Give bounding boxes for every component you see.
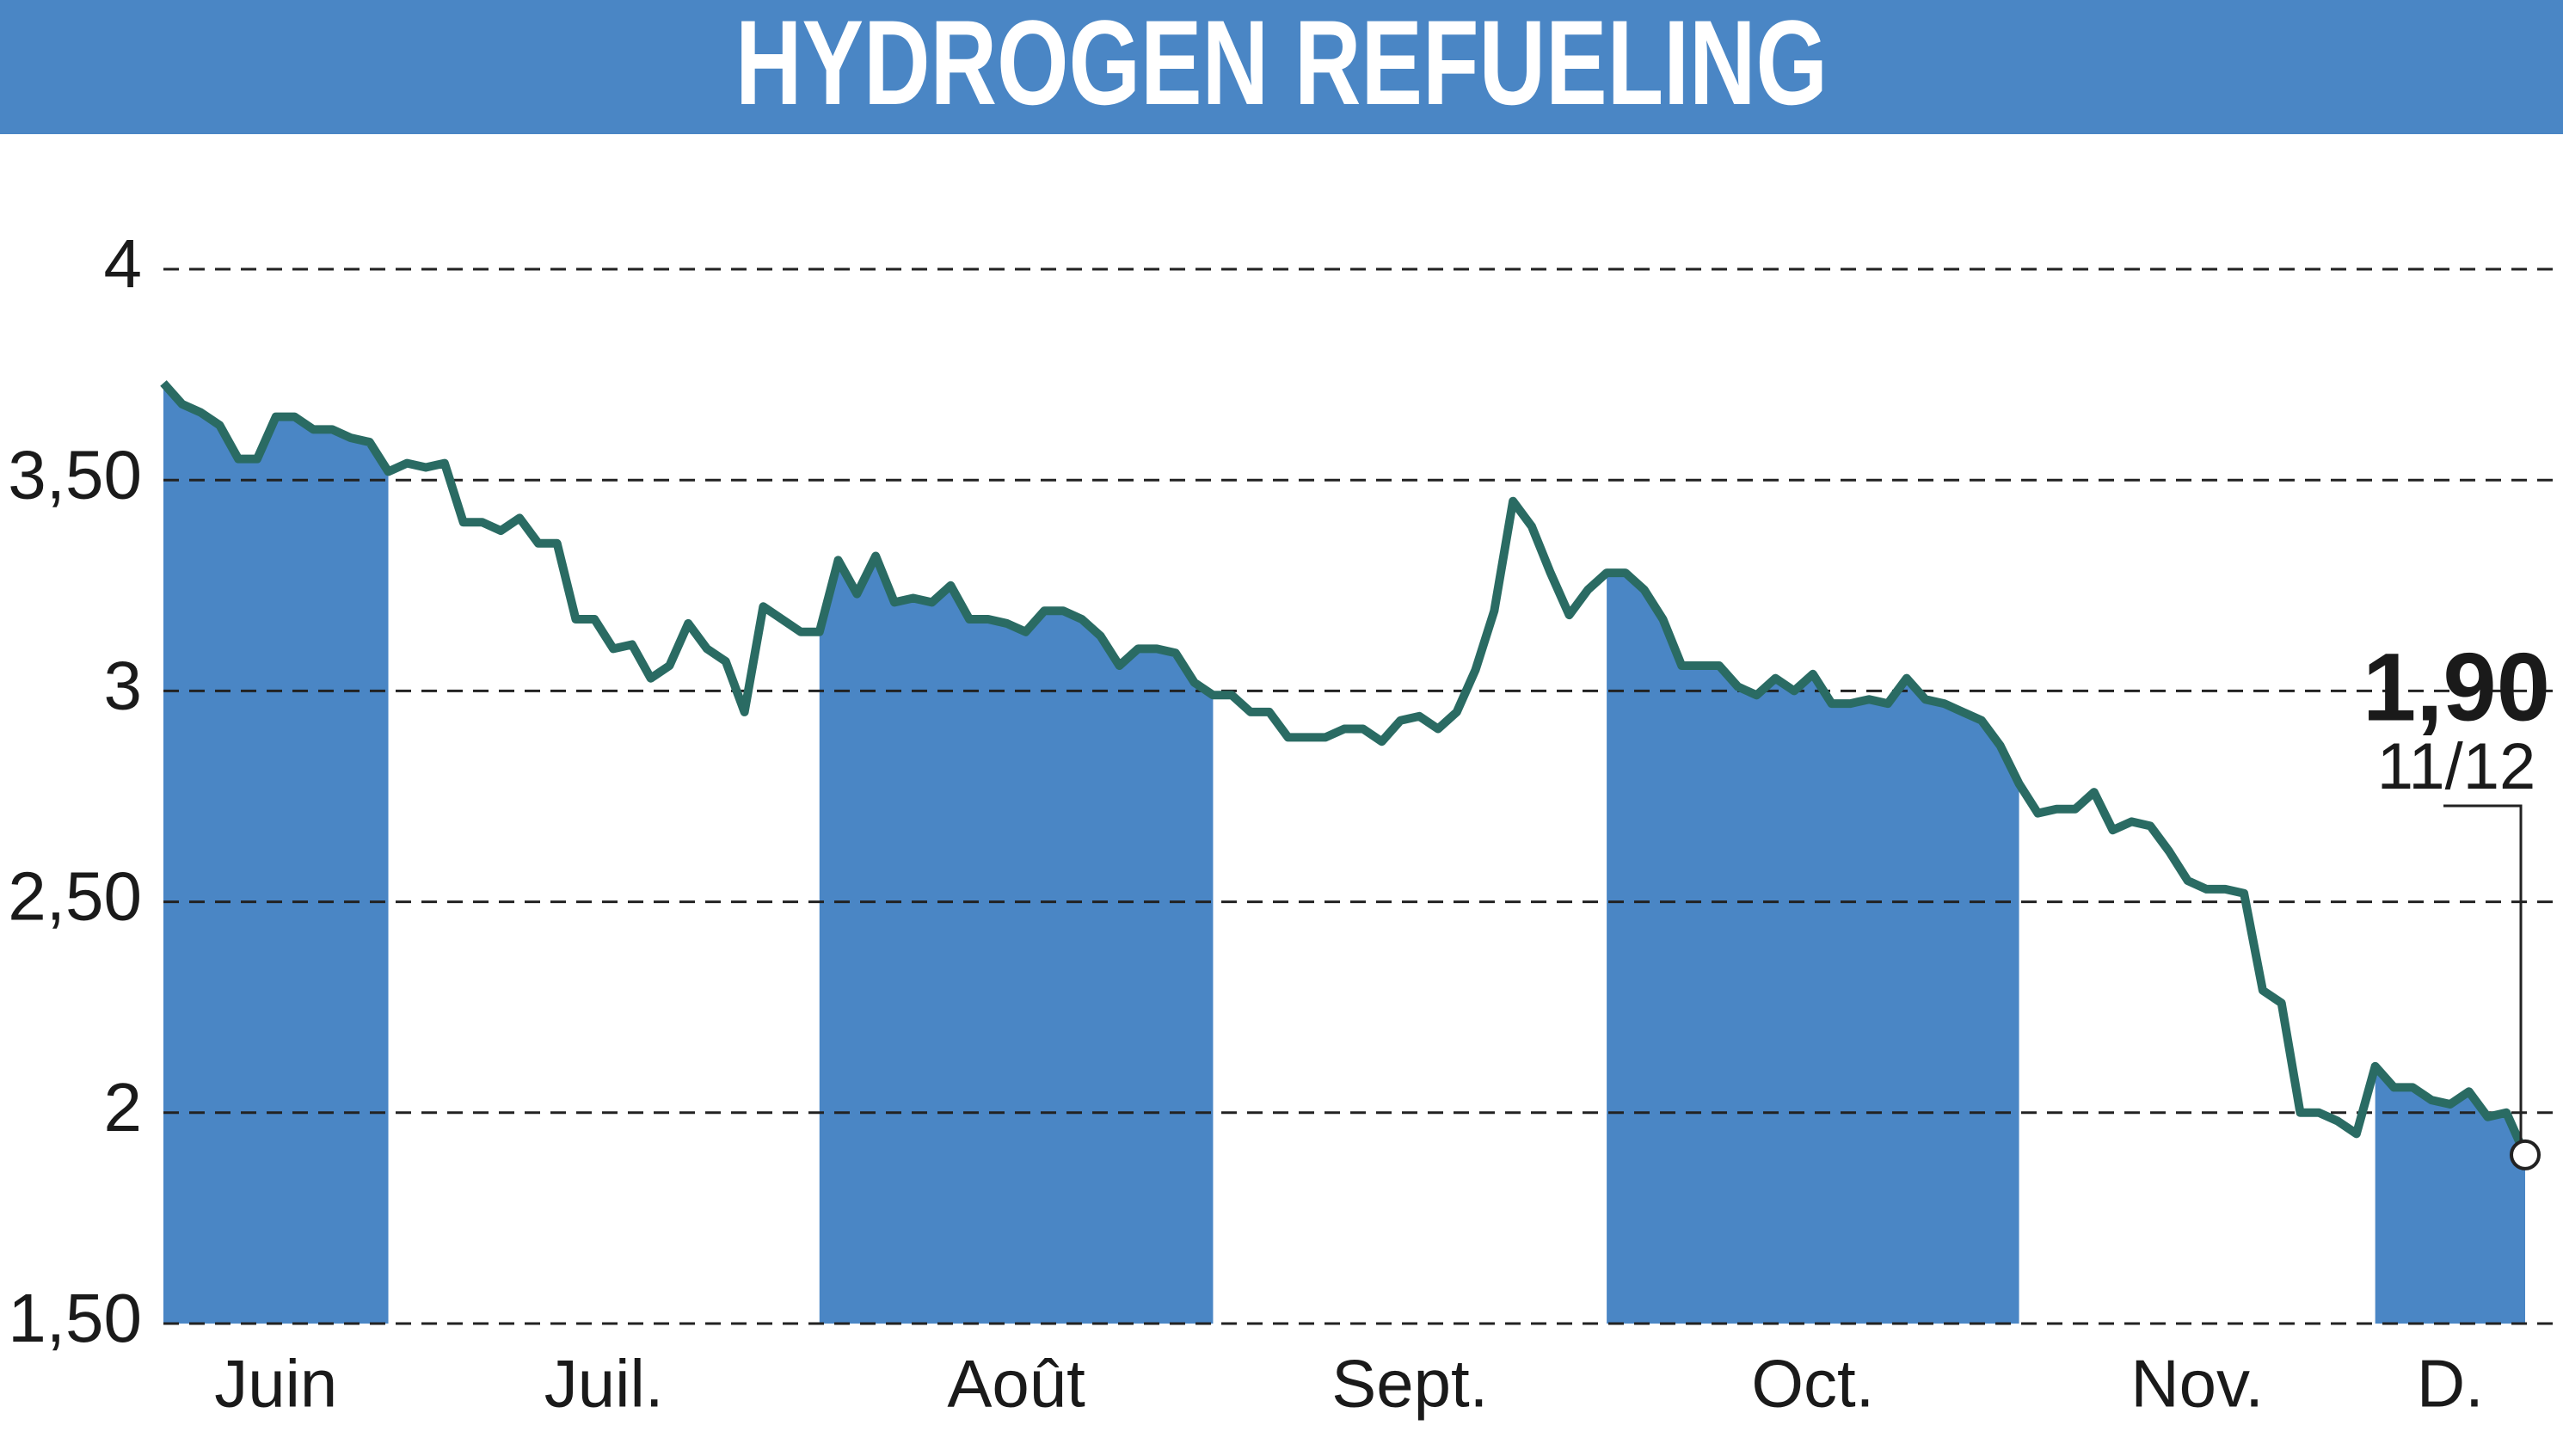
y-tick-label: 3,50 (8, 436, 142, 513)
x-tick-label: D. (2417, 1346, 2484, 1422)
title-bar (0, 0, 2563, 134)
x-tick-label: Sept. (1331, 1346, 1488, 1422)
price-line (160, 380, 2529, 1157)
month-band (819, 556, 1214, 1324)
last-point (2510, 1139, 2541, 1170)
x-tick-label: Nov. (2130, 1346, 2264, 1422)
y-tick-label: 4 (104, 225, 143, 302)
x-tick-label: Juin (214, 1346, 337, 1422)
y-tick-label: 1,50 (8, 1280, 142, 1356)
x-tick-label: Juil. (544, 1346, 664, 1422)
x-tick-label: Oct. (1751, 1346, 1874, 1422)
date-label: 11/12 (2377, 730, 2536, 803)
month-band (163, 383, 389, 1324)
y-tick-label: 2 (104, 1069, 143, 1146)
month-band (2375, 1066, 2525, 1324)
leader-line (2443, 804, 2523, 1155)
chart-title: HYDROGEN REFUELING (735, 0, 1828, 130)
y-tick-label: 2,50 (8, 858, 142, 935)
y-tick-label: 3 (104, 648, 143, 724)
x-tick-label: Août (947, 1346, 1085, 1422)
month-band (1607, 573, 2019, 1324)
value-label: 1,90 (2363, 634, 2550, 741)
